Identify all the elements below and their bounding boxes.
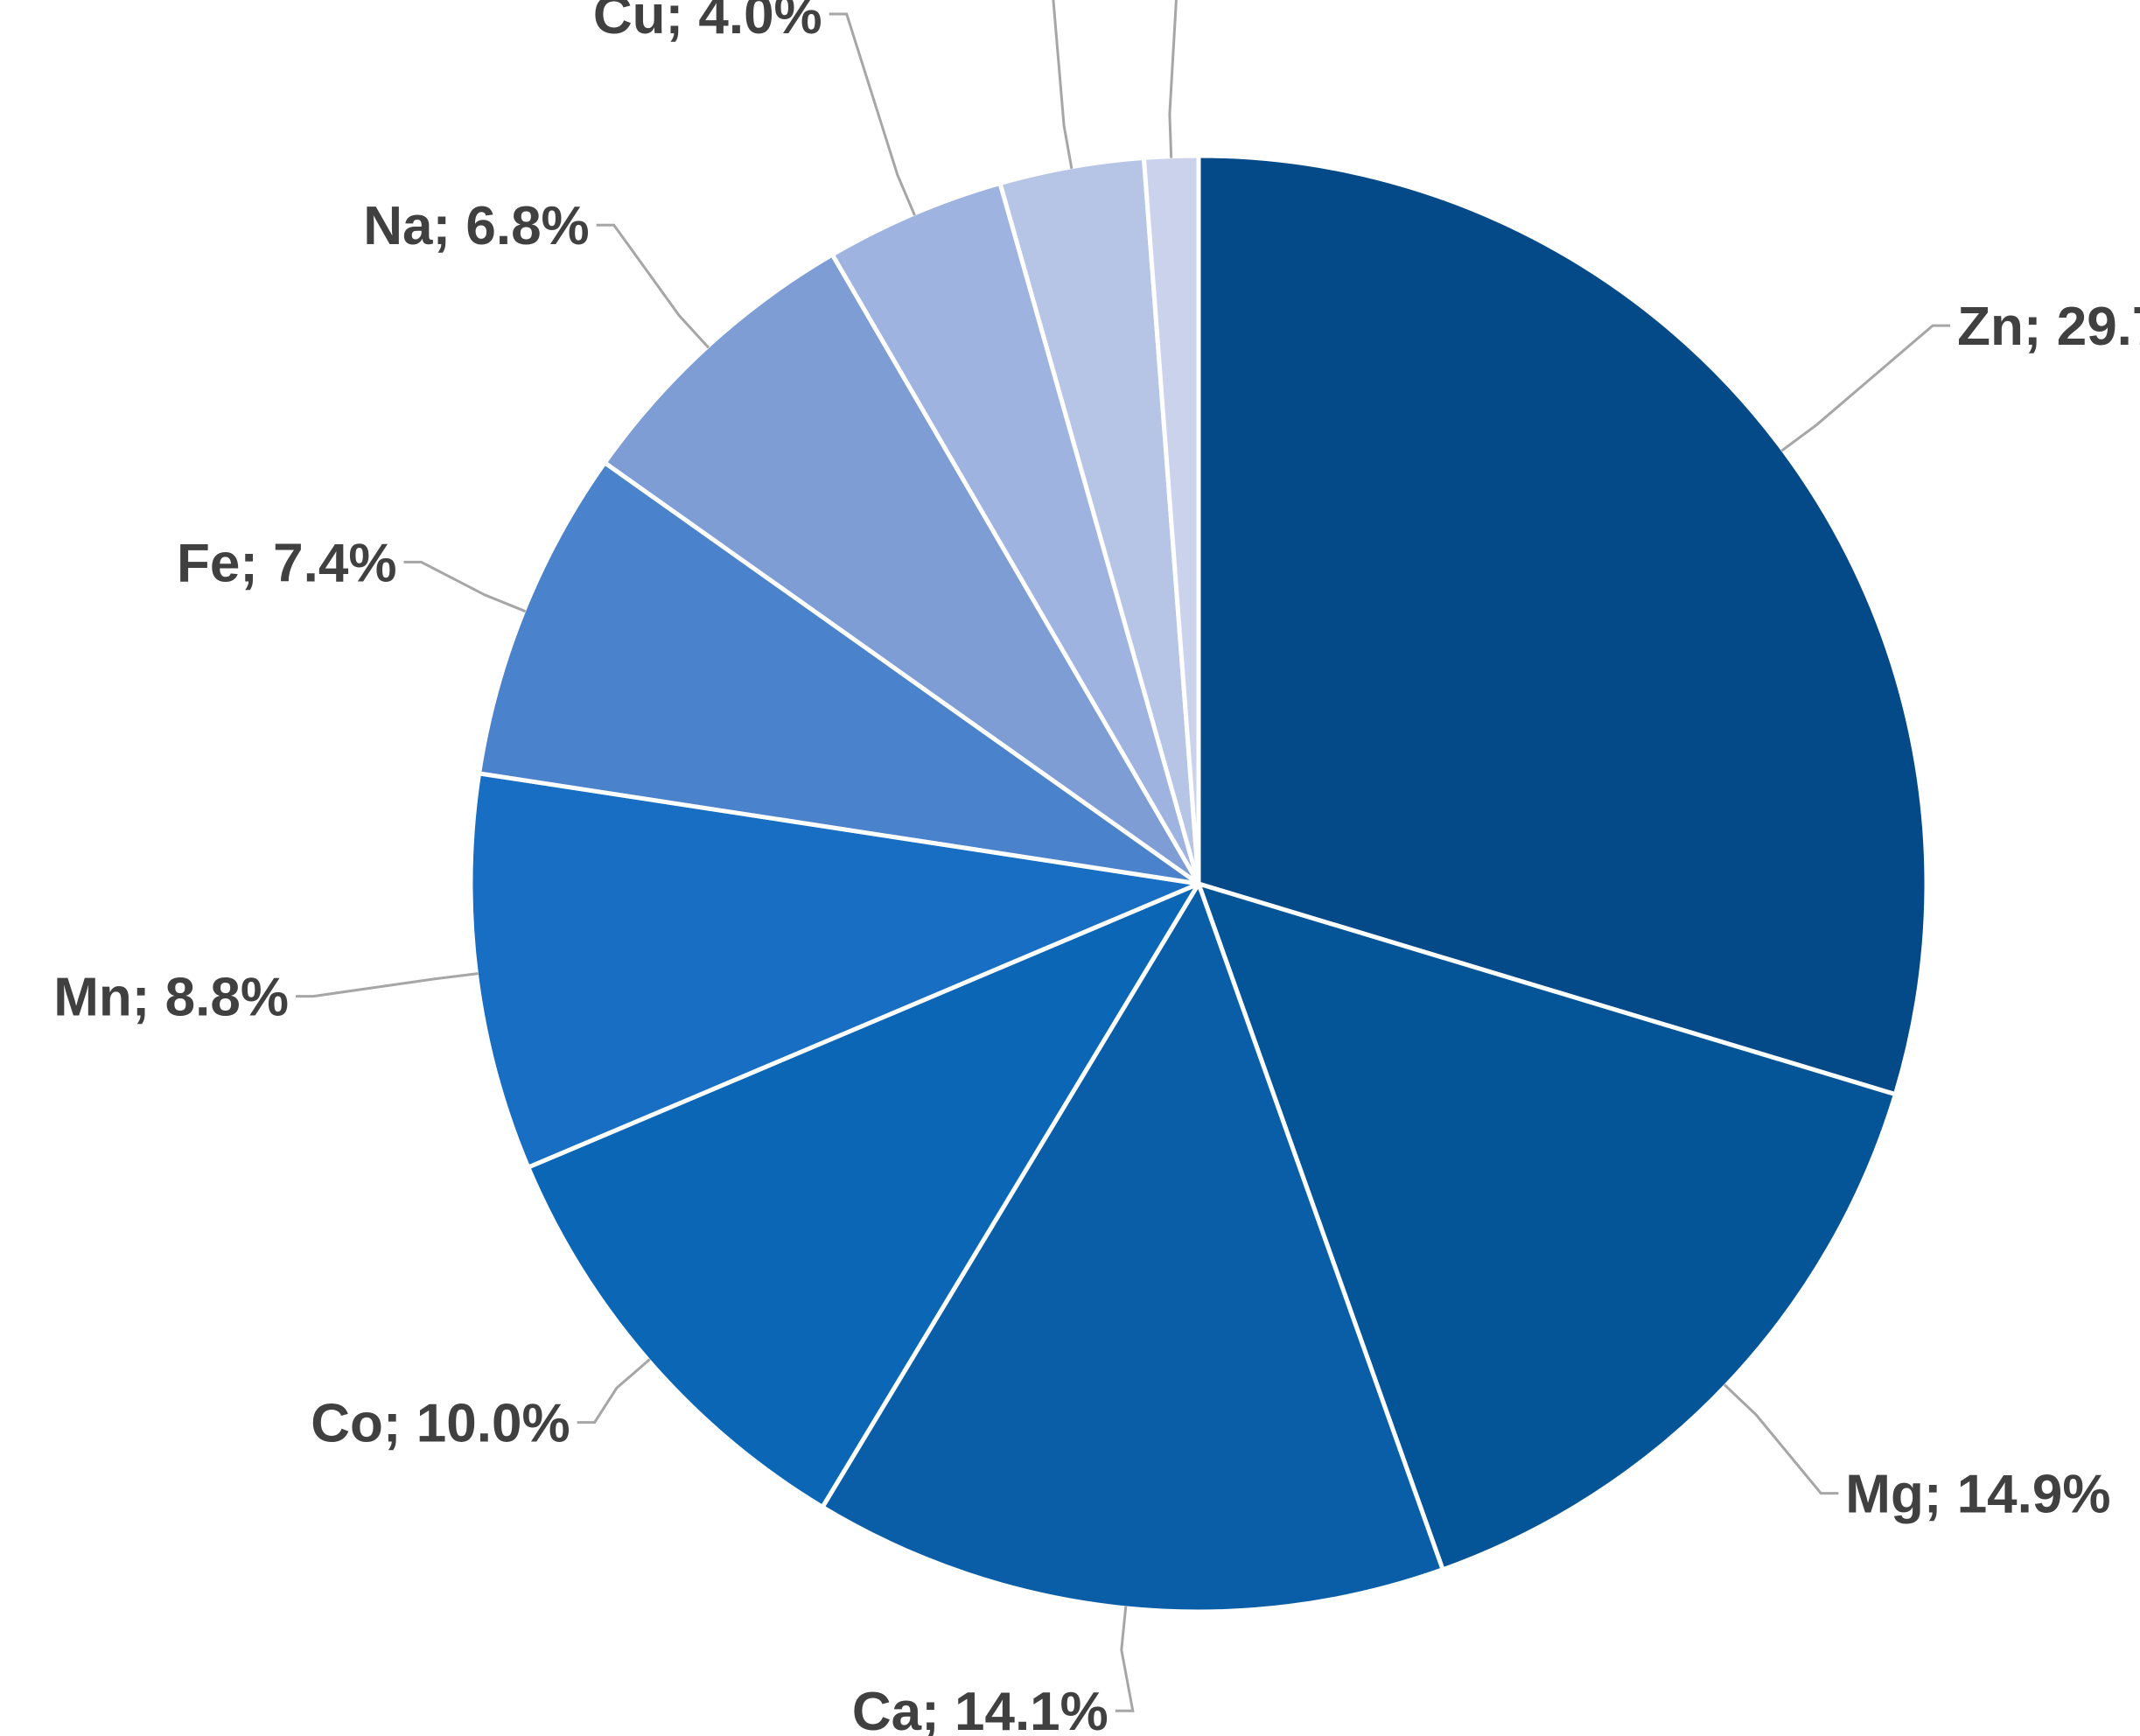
leader-line-zn: [1780, 324, 1951, 452]
data-label-fe: Fe; 7.4%: [177, 533, 397, 593]
data-label-co: Co; 10.0%: [311, 1394, 570, 1454]
data-labels: Zn; 29.7% Mg; 14.9% Ca; 14.1% Co; 10.0% Mn; …: [53, 0, 2140, 1736]
pie-slices: [468, 153, 1929, 1614]
data-label-ca: Ca; 14.1%: [852, 1682, 1108, 1736]
leader-line-ca: [1115, 1606, 1135, 1712]
leader-line-na: [596, 223, 710, 349]
data-label-cu: Cu; 4.0%: [593, 0, 822, 46]
data-label-mg: Mg; 14.9%: [1845, 1465, 2110, 1525]
leader-line-ni: [1052, 0, 1073, 170]
data-label-na: Na; 6.8%: [363, 196, 589, 256]
leader-line-mg: [1723, 1383, 1839, 1495]
leader-line-co: [577, 1358, 651, 1424]
data-label-zn: Zn; 29.7%: [1957, 297, 2140, 357]
leader-line-k: [1168, 0, 1178, 158]
leader-line-fe: [403, 560, 527, 613]
leader-line-mn: [296, 972, 479, 998]
leader-line-cu: [829, 12, 916, 216]
leader-lines: [296, 0, 1951, 1712]
data-label-mn: Mn; 8.8%: [53, 968, 289, 1028]
